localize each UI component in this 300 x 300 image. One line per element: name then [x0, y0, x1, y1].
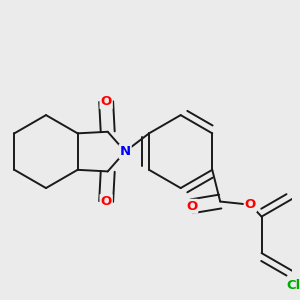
- Text: O: O: [186, 200, 197, 213]
- Text: N: N: [120, 145, 131, 158]
- Text: O: O: [100, 95, 112, 108]
- Text: Cl: Cl: [286, 279, 300, 292]
- Text: O: O: [245, 198, 256, 211]
- Text: O: O: [100, 195, 112, 208]
